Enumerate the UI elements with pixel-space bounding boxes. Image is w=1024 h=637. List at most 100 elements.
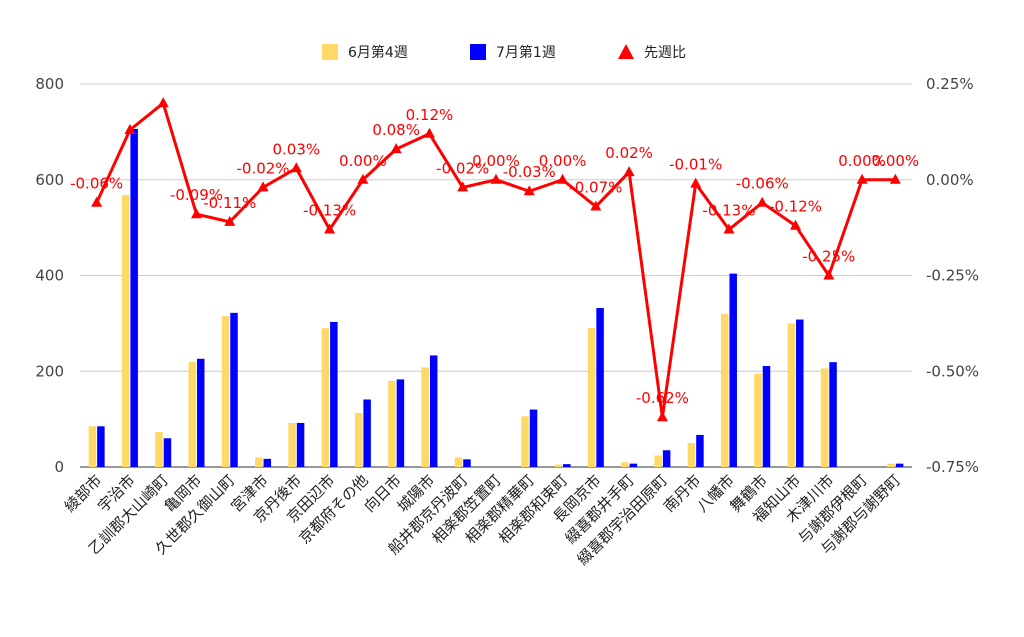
ratio-point: [557, 173, 569, 184]
ratio-point: [390, 143, 402, 154]
y-tick-label: 600: [35, 171, 64, 189]
ratio-polyline: [95, 101, 896, 419]
bar-6月第4週: [288, 422, 296, 467]
bar-6月第4週: [654, 455, 662, 467]
bar-6月第4週: [554, 464, 563, 467]
bar-7月第1週: [97, 426, 105, 467]
ratio-label: 0.00%: [838, 152, 886, 170]
y-axis-left: 0 200 400 600 800: [35, 75, 64, 476]
ratio-label: -0.03%: [503, 163, 556, 181]
ratio-point: [723, 223, 735, 234]
ratio-point: [790, 219, 802, 230]
bar-6月第4週: [255, 457, 263, 467]
y2-tick-label: -0.25%: [926, 267, 979, 285]
ratio-label: 0.00%: [472, 152, 520, 170]
ratio-point: [357, 173, 369, 184]
ratio-point: [224, 215, 236, 226]
bar-6月第4週: [754, 373, 762, 467]
ratio-point: [856, 173, 868, 184]
y2-tick-label: -0.50%: [926, 362, 979, 380]
bar-7月第1週: [662, 450, 671, 467]
bar-6月第4週: [188, 361, 196, 467]
ratio-point: [157, 97, 169, 108]
bar-6月第4週: [354, 412, 363, 467]
bar-7月第1週: [196, 358, 205, 467]
bar-6月第4週: [454, 457, 463, 467]
ratio-label: -0.01%: [669, 156, 722, 174]
bar-7月第1週: [130, 129, 138, 467]
bar-6月第4週: [421, 367, 429, 467]
ratio-point: [889, 173, 901, 184]
ratio-label: 0.00%: [539, 152, 587, 170]
ratio-point: [690, 177, 702, 188]
y-axis-right: -0.75% -0.50% -0.25% 0.00% 0.25%: [926, 75, 979, 476]
y-tick-label: 200: [35, 362, 64, 380]
bar-6月第4週: [121, 195, 130, 467]
y-tick-label: 0: [54, 458, 64, 476]
bar-7月第1週: [296, 422, 305, 467]
ratio-label: 0.03%: [272, 140, 320, 158]
y2-tick-label: -0.75%: [926, 458, 979, 476]
y-tick-label: 800: [35, 75, 64, 93]
ratio-point: [490, 173, 502, 184]
bars: [88, 129, 904, 467]
bar-7月第1週: [563, 464, 571, 467]
bar-6月第4週: [321, 328, 330, 467]
bar-7月第1週: [596, 308, 604, 467]
bar-7月第1週: [796, 319, 804, 467]
legend-marker: [618, 44, 634, 59]
x-tick-label: 綾部市: [61, 471, 106, 516]
bar-6月第4週: [221, 316, 230, 467]
ratio-labels: -0.06%-0.09%-0.11%-0.02%0.03%-0.13%0.00%…: [70, 106, 919, 407]
bar-6月第4週: [687, 443, 696, 467]
bar-6月第4週: [88, 426, 97, 467]
ratio-point: [423, 127, 435, 138]
ratio-point: [190, 208, 202, 219]
legend-marker: [322, 44, 338, 60]
ratio-label: -0.25%: [802, 248, 855, 266]
x-tick-label: 南丹市: [660, 471, 705, 516]
ratio-point: [324, 223, 336, 234]
grid: [80, 83, 912, 468]
ratio-point: [523, 185, 535, 196]
bar-7月第1週: [363, 399, 371, 467]
ratio-point: [623, 166, 635, 177]
ratio-label: 0.12%: [406, 106, 454, 124]
ratio-point: [590, 200, 602, 211]
bar-6月第4週: [621, 462, 629, 467]
bar-7月第1週: [429, 355, 438, 467]
bar-6月第4週: [887, 463, 895, 467]
bar-7月第1週: [463, 459, 471, 467]
bar-7月第1週: [230, 312, 238, 467]
x-axis: 綾部市宇治市乙訓郡大山崎町亀岡市久世郡久御山町宮津市京丹後市京田辺市京都府その他…: [61, 471, 904, 569]
bar-6月第4週: [787, 323, 796, 467]
bar-6月第4週: [720, 313, 729, 467]
ratio-label: -0.02%: [237, 159, 290, 177]
ratio-point: [457, 181, 469, 192]
y2-tick-label: 0.25%: [926, 75, 974, 93]
ratio-label: 0.00%: [872, 152, 920, 170]
bar-7月第1週: [895, 463, 904, 467]
ratio-label: -0.13%: [303, 202, 356, 220]
bar-7月第1週: [529, 409, 538, 467]
bar-7月第1週: [696, 434, 704, 467]
bar-7月第1週: [729, 273, 737, 467]
ratio-label: -0.07%: [569, 179, 622, 197]
bar-7月第1週: [330, 321, 338, 467]
bar-6月第4週: [155, 432, 163, 467]
ratio-point: [656, 411, 668, 422]
ratio-label: -0.62%: [636, 389, 689, 407]
ratio-point: [823, 269, 835, 280]
ratio-label: -0.13%: [702, 202, 755, 220]
ratio-line: [91, 97, 901, 422]
ratio-label: 0.08%: [372, 121, 420, 139]
bar-7月第1週: [762, 365, 771, 467]
ratio-label: -0.09%: [170, 186, 223, 204]
ratio-point: [290, 162, 302, 173]
bar-7月第1週: [829, 362, 837, 467]
bar-6月第4週: [521, 416, 529, 467]
ratio-label: -0.02%: [436, 159, 489, 177]
bar-7月第1週: [629, 463, 638, 467]
legend: 6月第4週 7月第1週 先週比: [322, 44, 686, 61]
